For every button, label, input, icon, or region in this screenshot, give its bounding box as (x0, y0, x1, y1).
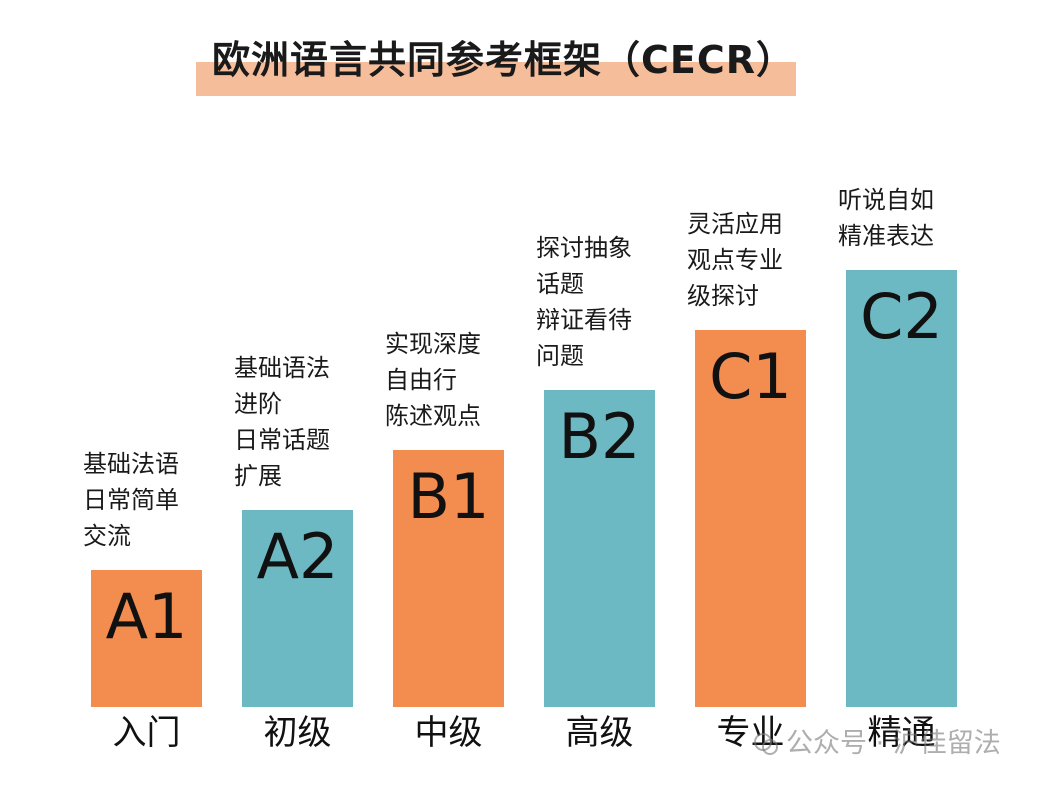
title-highlight-band (196, 62, 796, 96)
level-description: 基础语法进阶日常话题扩展 (234, 350, 374, 494)
description-line: 基础语法 (234, 354, 330, 382)
category-label: 中级 (415, 713, 483, 753)
description-line: 级探讨 (687, 282, 759, 310)
category-label: 初级 (264, 713, 332, 753)
description-line: 问题 (536, 342, 584, 370)
watermark: 公众号 · 沪佳留法 (752, 724, 1001, 764)
description-line: 实现深度 (385, 330, 481, 358)
description-line: 话题 (536, 270, 584, 298)
bar-level-label: B2 (559, 400, 641, 473)
description-line: 探讨抽象 (536, 234, 632, 262)
bar-a1 (91, 570, 202, 707)
description-line: 扩展 (234, 462, 282, 490)
level-description: 灵活应用观点专业级探讨 (687, 206, 827, 314)
wechat-icon (754, 733, 778, 755)
description-line: 日常简单 (83, 486, 179, 514)
category-label: 专业 (717, 713, 785, 753)
category-label: 精通 (868, 713, 936, 753)
description-line: 陈述观点 (385, 402, 481, 430)
level-description: 基础法语日常简单交流 (83, 446, 223, 554)
bar-level-label: A2 (257, 520, 339, 593)
chart-title: 欧洲语言共同参考框架（CECR） (212, 38, 795, 82)
bar-c2 (846, 270, 957, 707)
description-line: 观点专业 (687, 246, 783, 274)
level-description: 探讨抽象话题辩证看待问题 (536, 230, 676, 374)
description-line: 进阶 (234, 390, 282, 418)
bar-level-label: C1 (709, 340, 792, 413)
description-line: 日常话题 (234, 426, 330, 454)
bar-b2 (544, 390, 655, 707)
category-label: 高级 (566, 713, 634, 753)
description-line: 精准表达 (838, 222, 934, 250)
description-line: 基础法语 (83, 450, 179, 478)
level-description: 听说自如 精准表达 (838, 182, 978, 254)
bar-b1 (393, 450, 504, 707)
bar-a2 (242, 510, 353, 707)
bar-level-label: C2 (860, 280, 943, 353)
watermark-text: 公众号 · 沪佳留法 (786, 728, 1001, 759)
category-label: 入门 (113, 713, 181, 753)
bar-level-label: A1 (106, 580, 188, 653)
description-line: 交流 (83, 522, 131, 550)
bar-c1 (695, 330, 806, 707)
description-line: 自由行 (385, 366, 457, 394)
description-line: 辩证看待 (536, 306, 632, 334)
level-description: 实现深度自由行陈述观点 (385, 326, 525, 434)
description-line: 听说自如 (838, 186, 934, 214)
bar-level-label: B1 (408, 460, 490, 533)
description-line: 灵活应用 (687, 210, 783, 238)
